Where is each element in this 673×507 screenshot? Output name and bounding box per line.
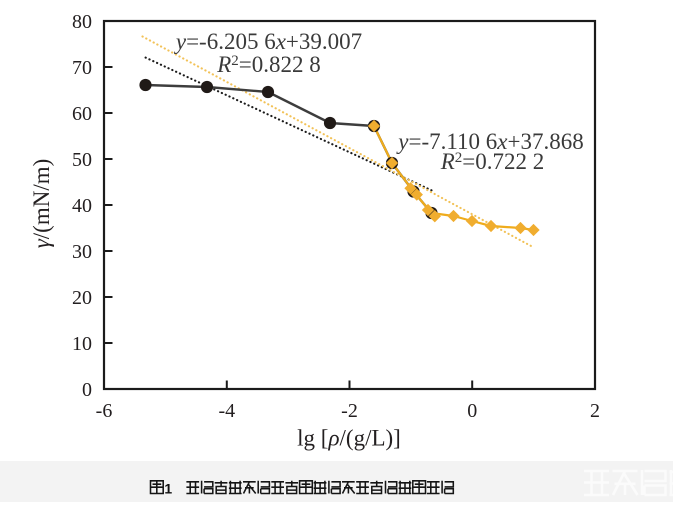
svg-text:0: 0 xyxy=(467,400,477,422)
svg-text:-6: -6 xyxy=(96,400,113,422)
svg-text:30: 30 xyxy=(72,241,92,263)
svg-text:50: 50 xyxy=(72,149,92,171)
svg-text:20: 20 xyxy=(72,287,92,309)
svg-text:10: 10 xyxy=(72,333,92,355)
svg-text:40: 40 xyxy=(72,195,92,217)
svg-text:lg [ρ/(g/L)]: lg [ρ/(g/L)] xyxy=(297,426,401,451)
svg-text:γ/(mN/m): γ/(mN/m) xyxy=(29,159,54,249)
svg-text:0: 0 xyxy=(82,379,92,401)
svg-text:y=-7.110 6x+37.868: y=-7.110 6x+37.868 xyxy=(396,129,583,154)
svg-text:2: 2 xyxy=(590,400,600,422)
svg-text:y=-6.205 6x+39.007: y=-6.205 6x+39.007 xyxy=(174,29,362,54)
svg-text:1: 1 xyxy=(164,481,172,497)
svg-text:R2=0.722 2: R2=0.722 2 xyxy=(440,149,545,174)
svg-text:R2=0.822 8: R2=0.822 8 xyxy=(216,52,321,77)
svg-text:-2: -2 xyxy=(341,400,358,422)
svg-text:60: 60 xyxy=(72,103,92,125)
svg-text:-4: -4 xyxy=(218,400,235,422)
svg-text:70: 70 xyxy=(72,57,92,79)
svg-text:80: 80 xyxy=(72,11,92,33)
